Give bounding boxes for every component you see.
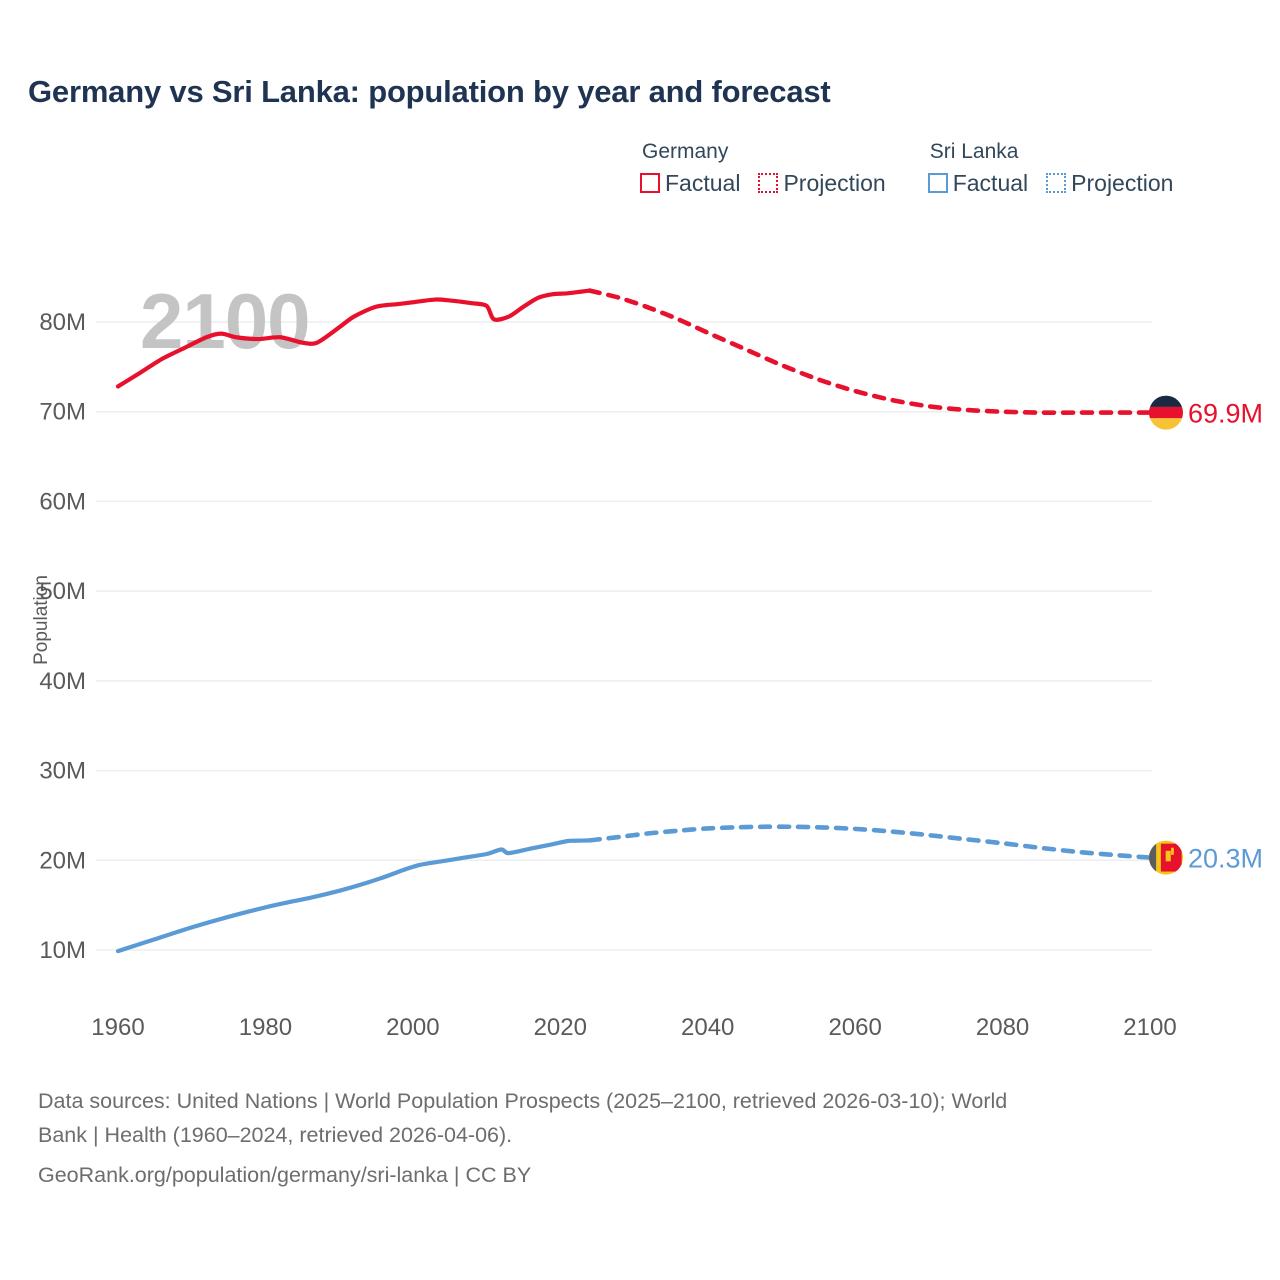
series-endpoints: 69.9M 20.3M (1149, 395, 1263, 875)
watermark-text: 2100 (140, 277, 310, 365)
y-axis-tick-labels: 10M 20M 30M 40M 50M 60M 70M 80M (39, 309, 86, 964)
legend-swatch-solid-icon (927, 173, 948, 193)
chart-footer: Data sources: United Nations | World Pop… (38, 1084, 1238, 1192)
page-title: Germany vs Sri Lanka: population by year… (28, 74, 831, 109)
legend-item-sri-lanka-projection[interactable]: Projection (1046, 170, 1173, 196)
sri-lanka-endpoint-value-label: 20.3M (1188, 844, 1263, 874)
legend-group-sri-lanka: Sri Lanka Factual Projection (927, 140, 1173, 196)
legend-item-germany-projection[interactable]: Projection (758, 170, 886, 196)
sri-lanka-endpoint[interactable]: 20.3M (1149, 840, 1263, 875)
legend-label-sri-lanka-factual: Factual (952, 170, 1029, 196)
legend-swatch-dotted-icon (758, 173, 779, 193)
x-tick-label: 2080 (976, 1014, 1029, 1041)
y-tick-label: 60M (39, 488, 86, 515)
legend-swatch-solid-icon (640, 173, 660, 193)
legend-group-germany: Germany Factual Projection (640, 140, 886, 196)
legend-items-sri-lanka: Factual Projection (927, 170, 1173, 196)
legend-item-sri-lanka-factual[interactable]: Factual (927, 170, 1029, 196)
y-axis-title: Population (31, 575, 52, 665)
series-lines (115, 288, 1153, 954)
series-line-projection-germany (587, 288, 1153, 415)
x-axis-tick-labels: 1960 1980 2000 2020 2040 2060 2080 2100 (91, 1014, 1176, 1041)
footer-attribution-line: GeoRank.org/population/germany/sri-lanka… (38, 1163, 532, 1187)
x-tick-label: 2000 (386, 1014, 439, 1041)
y-tick-label: 40M (39, 668, 86, 695)
legend-item-germany-factual[interactable]: Factual (640, 170, 740, 196)
germany-endpoint-value-label: 69.9M (1188, 399, 1263, 429)
series-line-factual-sri-lanka (115, 838, 592, 954)
series-line-projection-sri-lanka (587, 824, 1153, 860)
y-tick-label: 20M (39, 847, 86, 874)
legend-items-germany: Factual Projection (640, 170, 886, 196)
germany-flag-icon (1149, 395, 1183, 430)
x-tick-label: 1980 (239, 1014, 292, 1041)
chart-legend: Germany Factual Projection Sri Lanka Fac… (640, 140, 1173, 196)
legend-label-germany-projection: Projection (783, 170, 886, 196)
footer-data-sources-line-2: Bank | Health (1960–2024, retrieved 2026… (38, 1123, 513, 1147)
y-tick-label: 10M (39, 937, 86, 964)
y-tick-label: 70M (39, 399, 86, 426)
y-axis-title-text: Population (31, 575, 52, 665)
germany-endpoint[interactable]: 69.9M (1149, 395, 1263, 430)
footer-data-sources-line-1: Data sources: United Nations | World Pop… (38, 1089, 1008, 1113)
legend-swatch-dotted-icon (1046, 173, 1067, 193)
legend-group-title-germany: Germany (642, 140, 729, 163)
x-tick-label: 2100 (1123, 1014, 1176, 1041)
x-tick-label: 2020 (534, 1014, 587, 1041)
x-tick-label: 2040 (681, 1014, 734, 1041)
sri-lanka-flag-icon (1149, 840, 1183, 875)
legend-label-sri-lanka-projection: Projection (1071, 170, 1174, 196)
watermark-2100: 2100 (140, 277, 311, 365)
legend-label-germany-factual: Factual (665, 170, 741, 196)
y-tick-label: 50M (39, 578, 86, 605)
x-tick-label: 1960 (91, 1014, 144, 1041)
series-line-factual-germany (115, 288, 592, 389)
y-tick-label: 30M (39, 758, 86, 785)
y-tick-label: 80M (39, 309, 86, 336)
grid-lines (96, 321, 1152, 951)
legend-group-title-sri-lanka: Sri Lanka (929, 140, 1019, 163)
x-tick-label: 2060 (828, 1014, 881, 1041)
